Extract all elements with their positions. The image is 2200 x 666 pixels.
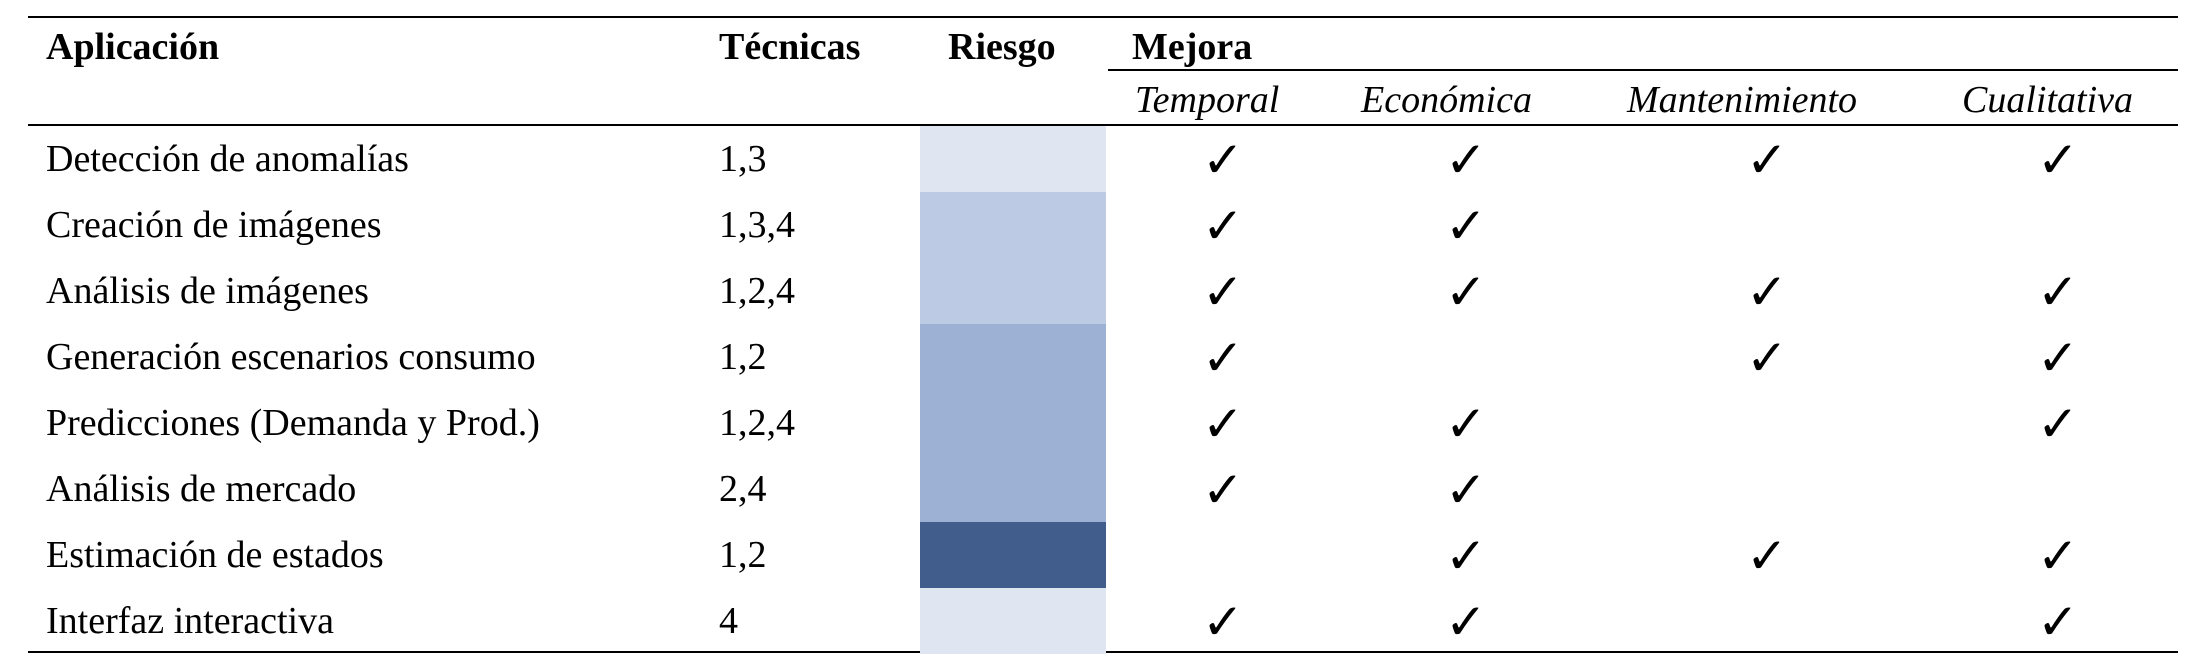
checkmark-icon: ✓	[1746, 527, 1788, 585]
aplicacion-cell: Generación escenarios consumo	[46, 336, 536, 378]
aplicacion-cell: Análisis de mercado	[46, 468, 357, 510]
risk-level-cell	[920, 258, 1106, 324]
table-row: Generación escenarios consumo 1,2 ✓ ✓ ✓	[0, 324, 2200, 390]
subheader-cualitativa: Cualitativa	[1962, 79, 2133, 121]
checkmark-icon: ✓	[2037, 131, 2079, 189]
subheader-mantenimiento: Mantenimiento	[1627, 79, 1858, 121]
risk-level-cell	[920, 390, 1106, 456]
checkmark-icon: ✓	[1202, 197, 1244, 255]
aplicacion-cell: Análisis de imágenes	[46, 270, 369, 312]
table-row: Creación de imágenes 1,3,4 ✓ ✓	[0, 192, 2200, 258]
header-riesgo: Riesgo	[948, 26, 1056, 68]
checkmark-icon: ✓	[2037, 395, 2079, 453]
tecnicas-cell: 1,2	[719, 534, 767, 576]
table-row: Estimación de estados 1,2 ✓ ✓ ✓	[0, 522, 2200, 588]
header-bottom-rule	[28, 124, 2178, 126]
tecnicas-cell: 1,2,4	[719, 402, 795, 444]
aplicacion-cell: Interfaz interactiva	[46, 600, 334, 642]
checkmark-icon: ✓	[1202, 395, 1244, 453]
checkmark-icon: ✓	[1445, 395, 1487, 453]
checkmark-icon: ✓	[2037, 593, 2079, 651]
table-row: Detección de anomalías 1,3 ✓ ✓ ✓ ✓	[0, 126, 2200, 192]
header-tecnicas: Técnicas	[719, 26, 861, 68]
risk-level-cell	[920, 588, 1106, 654]
tecnicas-cell: 1,2,4	[719, 270, 795, 312]
aplicacion-cell: Detección de anomalías	[46, 138, 409, 180]
table-row: Interfaz interactiva 4 ✓ ✓ ✓	[0, 588, 2200, 654]
aplicacion-cell: Creación de imágenes	[46, 204, 382, 246]
mejora-rule	[1108, 69, 2178, 71]
checkmark-icon: ✓	[2037, 263, 2079, 321]
table-row: Predicciones (Demanda y Prod.) 1,2,4 ✓ ✓ ✓	[0, 390, 2200, 456]
top-rule	[28, 16, 2178, 18]
table-row: Análisis de imágenes 1,2,4 ✓ ✓ ✓ ✓	[0, 258, 2200, 324]
tecnicas-cell: 2,4	[719, 468, 767, 510]
tecnicas-cell: 1,2	[719, 336, 767, 378]
risk-level-cell	[920, 126, 1106, 192]
checkmark-icon: ✓	[1445, 263, 1487, 321]
checkmark-icon: ✓	[1202, 329, 1244, 387]
checkmark-icon: ✓	[2037, 527, 2079, 585]
risk-level-cell	[920, 192, 1106, 258]
checkmark-icon: ✓	[1445, 131, 1487, 189]
subheader-temporal: Temporal	[1135, 79, 1280, 121]
checkmark-icon: ✓	[1202, 131, 1244, 189]
checkmark-icon: ✓	[1202, 263, 1244, 321]
tecnicas-cell: 1,3	[719, 138, 767, 180]
checkmark-icon: ✓	[1445, 593, 1487, 651]
header-mejora: Mejora	[1132, 26, 1253, 68]
table-row: Análisis de mercado 2,4 ✓ ✓	[0, 456, 2200, 522]
risk-level-cell	[920, 456, 1106, 522]
aplicacion-cell: Estimación de estados	[46, 534, 384, 576]
checkmark-icon: ✓	[1746, 263, 1788, 321]
aplicacion-cell: Predicciones (Demanda y Prod.)	[46, 402, 540, 444]
checkmark-icon: ✓	[1746, 131, 1788, 189]
checkmark-icon: ✓	[1746, 329, 1788, 387]
checkmark-icon: ✓	[1445, 527, 1487, 585]
tecnicas-cell: 1,3,4	[719, 204, 795, 246]
checkmark-icon: ✓	[2037, 329, 2079, 387]
checkmark-icon: ✓	[1445, 461, 1487, 519]
header-aplicacion: Aplicación	[46, 26, 220, 68]
risk-level-cell	[920, 324, 1106, 390]
subheader-economica: Económica	[1361, 79, 1532, 121]
risk-level-cell	[920, 522, 1106, 588]
checkmark-icon: ✓	[1202, 461, 1244, 519]
checkmark-icon: ✓	[1202, 593, 1244, 651]
tecnicas-cell: 4	[719, 600, 738, 642]
checkmark-icon: ✓	[1445, 197, 1487, 255]
